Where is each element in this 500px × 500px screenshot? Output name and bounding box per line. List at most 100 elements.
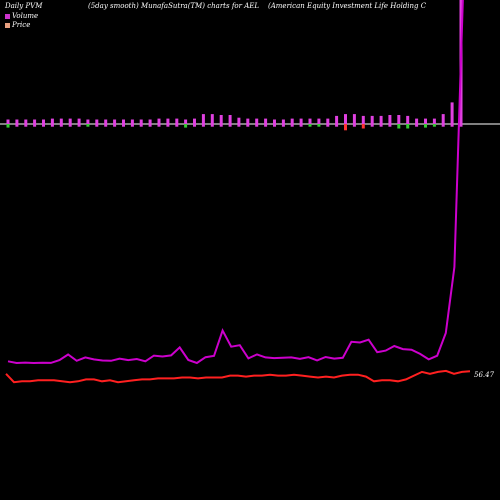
volume-bar-down [397,124,401,129]
volume-bar-down [50,124,54,127]
volume-bar-down [335,124,339,127]
volume-bar-down [201,124,205,127]
volume-bar-down [237,124,241,127]
volume-bar [317,118,321,124]
volume-bar [441,114,445,124]
volume-bar-down [193,124,196,127]
volume-bar-down [24,124,28,127]
volume-bar-down [148,124,152,127]
volume-bar [432,118,436,124]
volume-bar-down [317,124,321,127]
legend-price-swatch [5,22,10,28]
volume-bar [122,119,125,124]
volume-bar-down [379,124,383,127]
volume-bar [326,118,330,124]
volume-bar [42,119,45,124]
volume-bar [450,102,454,124]
volume-line [7,0,464,365]
volume-bar [86,119,90,124]
volume-bar-down [246,124,250,127]
legend-price-label: Price [12,21,31,29]
volume-bar [175,118,179,124]
volume-bar-down [68,124,72,127]
legend-volume-label: Volume [12,12,39,20]
volume-bar-down [104,124,108,127]
volume-bar-down [450,124,454,127]
volume-bar-down [15,124,19,127]
volume-bar [424,118,427,124]
volume-bar [33,119,37,124]
volume-bar [415,118,419,124]
volume-bar [193,118,196,124]
volume-bar [50,118,54,124]
volume-bar-down [281,124,285,127]
volume-bar [370,115,374,124]
volume-bar-down [139,124,143,127]
volume-bar [388,115,392,124]
legend-price: Price [5,21,30,29]
volume-bar [148,119,152,124]
volume-bar [379,115,383,124]
volume-bar-down [255,124,259,127]
volume-bar [77,118,81,124]
volume-bar [299,118,303,124]
header-left: Daily PVM [5,2,43,10]
volume-bar [6,119,10,124]
volume-bar [24,119,28,124]
volume-bar [352,114,356,124]
volume-bar [201,114,205,124]
volume-bar [15,119,19,124]
volume-bar [397,115,401,124]
volume-bar-down [95,124,99,127]
volume-bar [68,118,72,124]
volume-bar-down [415,124,419,127]
volume-bar [130,119,134,124]
volume-bar-down [432,124,436,127]
volume-bar-down [406,124,410,129]
volume-bar-down [33,124,37,127]
price-line [5,369,471,384]
volume-bar-down [361,124,365,129]
volume-bar-down [113,124,117,127]
volume-bar [308,118,312,124]
volume-bar [237,117,241,124]
volume-bar-down [273,124,276,127]
volume-bar [361,115,365,124]
volume-bar [104,119,108,124]
volume-bar [166,118,170,124]
volume-bar [210,114,214,124]
volume-bar-down [175,124,179,127]
volume-bar [228,115,232,124]
volume-bar [335,115,339,124]
legend-volume: Volume [5,12,38,20]
volume-bar-down [42,124,45,127]
last-price-label: 56.47 [474,371,495,379]
volume-bar-down [264,124,268,127]
volume-bar-down [122,124,125,127]
header-center: (5day smooth) MunafaSutra(TM) charts for… [88,2,260,10]
volume-bar-down [290,124,294,127]
volume-bar [59,118,63,124]
volume-bar-down [459,124,463,127]
volume-bar [113,119,117,124]
volume-bar-down [441,124,445,127]
volume-bar-down [210,124,214,127]
volume-bar-down [86,124,90,127]
volume-bar-down [219,124,223,127]
volume-bar-down [157,124,161,127]
volume-bar-down [77,124,81,127]
volume-bar-down [166,124,170,127]
volume-bar-down [130,124,134,127]
header-right: (American Equity Investment Life Holding… [268,2,427,10]
volume-bar [264,118,268,124]
volume-bar-down [308,124,312,127]
legend-volume-swatch [5,13,10,19]
volume-bar [281,119,285,124]
volume-bar-down [424,124,427,128]
volume-bar-down [344,124,347,131]
volume-bar [255,118,259,124]
volume-bar-down [184,124,188,128]
volume-bar-down [59,124,63,127]
volume-bar-down [326,124,330,127]
